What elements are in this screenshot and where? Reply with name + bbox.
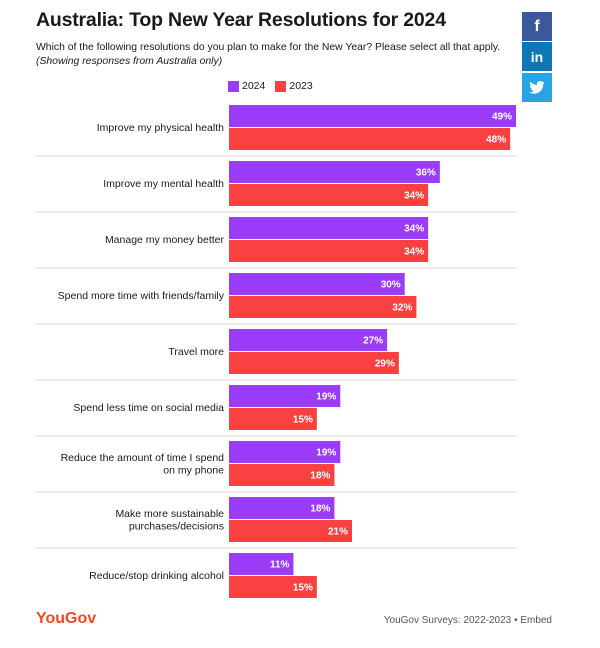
bar-2023-improve-my-mental-health (229, 184, 429, 206)
data-label-2024: 19% (316, 448, 336, 459)
bar-2024-manage-my-money-better (229, 217, 429, 239)
chart-subtitle: Which of the following resolutions do yo… (36, 41, 506, 69)
bar-2024-improve-my-physical-health (229, 105, 516, 127)
legend-item-2023: 2023 (275, 80, 313, 92)
data-label-2024: 36% (416, 168, 436, 179)
legend-label-2023: 2023 (289, 80, 313, 92)
embed-link[interactable]: Embed (520, 615, 552, 626)
bar-2023-manage-my-money-better (229, 240, 429, 262)
yougov-logo[interactable]: YouGov (36, 610, 97, 627)
footer-source: YouGov Surveys: 2022-2023 • Embed (384, 615, 552, 626)
bar-2024-reduce-stop-drinking-alcohol (229, 553, 294, 575)
data-label-2024: 27% (363, 336, 383, 347)
data-label-2023: 21% (328, 527, 348, 538)
subtitle-question: Which of the following resolutions do yo… (36, 42, 501, 53)
bar-2023-reduce-stop-drinking-alcohol (229, 576, 317, 598)
facebook-share-button[interactable]: f (522, 12, 552, 41)
twitter-share-button[interactable] (522, 73, 552, 102)
category-label: Improve my mental health (103, 178, 224, 190)
data-label-2023: 29% (375, 359, 395, 370)
legend-swatch-2024 (228, 80, 239, 92)
data-label-2024: 49% (492, 112, 512, 123)
source-text: YouGov Surveys: 2022-2023 (383, 615, 512, 626)
data-label-2024: 11% (270, 560, 290, 571)
bar-2023-improve-my-physical-health (229, 128, 511, 150)
bar-2023-make-more-sustainable-purchases-decisions (229, 520, 352, 542)
data-label-2023: 18% (310, 471, 330, 482)
bar-2024-make-more-sustainable-purchases-decisions (229, 497, 335, 519)
category-label: Manage my money better (105, 234, 225, 246)
data-label-2024: 34% (404, 224, 424, 235)
data-label-2023: 15% (293, 583, 313, 594)
category-label: Spend less time on social media (73, 402, 224, 414)
bar-2023-spend-less-time-on-social-media (229, 408, 317, 430)
bar-2023-reduce-the-amount-of-time-i-spend-on-my-phone (229, 464, 335, 486)
data-label-2023: 34% (404, 191, 424, 202)
category-label: Improve my physical health (97, 122, 224, 134)
source-separator: • (511, 615, 521, 626)
bar-2024-improve-my-mental-health (229, 161, 440, 183)
data-label-2023: 15% (293, 415, 313, 426)
chart-legend: 2024 2023 (228, 79, 313, 93)
subtitle-note: (Showing responses from Australia only) (36, 56, 223, 67)
bar-2024-reduce-the-amount-of-time-i-spend-on-my-phone (229, 441, 341, 463)
linkedin-icon: in (530, 48, 544, 65)
category-label: Spend more time with friends/family (58, 290, 225, 302)
legend-item-2024: 2024 (228, 80, 265, 92)
category-label: Reduce the amount of time I spend on my p… (61, 452, 225, 477)
bar-2024-spend-less-time-on-social-media (229, 385, 341, 407)
data-label-2024: 18% (310, 504, 330, 515)
category-label: Travel more (168, 346, 224, 358)
bar-2024-travel-more (229, 329, 388, 351)
data-label-2023: 48% (486, 135, 506, 146)
bar-2023-travel-more (229, 352, 399, 374)
twitter-icon (529, 81, 545, 94)
category-label: Make more sustainable purchases/decisions (115, 508, 224, 533)
chart-title: Australia: Top New Year Resolutions for … (36, 9, 446, 31)
bar-2023-spend-more-time-with-friends-family (229, 296, 417, 318)
data-label-2024: 19% (316, 392, 336, 403)
legend-swatch-2023 (275, 80, 287, 92)
category-label: Reduce/stop drinking alcohol (89, 570, 224, 582)
facebook-icon: f (534, 17, 540, 35)
linkedin-share-button[interactable]: in (522, 42, 552, 71)
data-label-2023: 32% (392, 303, 412, 314)
data-label-2024: 30% (381, 280, 401, 291)
data-label-2023: 34% (404, 247, 424, 258)
bar-2024-spend-more-time-with-friends-family (229, 273, 405, 295)
legend-label-2024: 2024 (242, 80, 266, 92)
